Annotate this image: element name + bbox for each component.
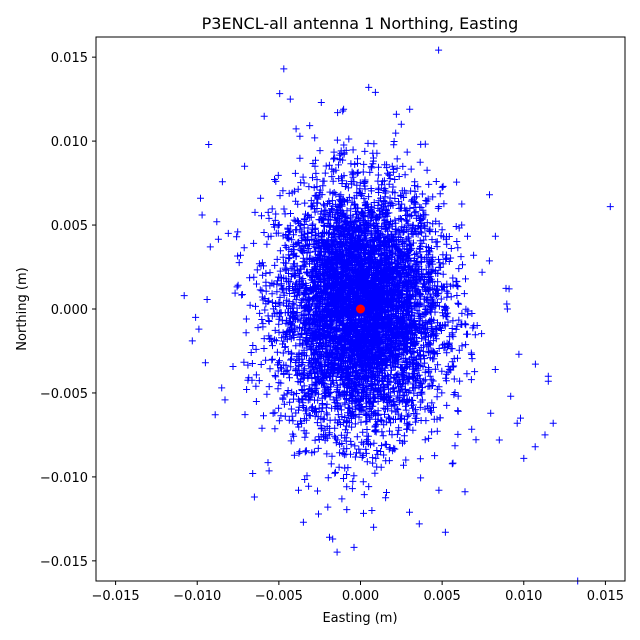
center-point-group xyxy=(356,304,365,314)
x-tick-label: 0.010 xyxy=(505,589,542,604)
scatter-points xyxy=(180,46,614,585)
x-tick-label: −0.005 xyxy=(255,589,303,604)
x-tick-label: 0.000 xyxy=(342,589,379,604)
y-axis-ticks: −0.015 −0.010 −0.005 0.000 0.005 0.010 0.015 xyxy=(40,51,96,570)
y-tick-label: 0.000 xyxy=(51,303,88,318)
x-axis-label: Easting (m) xyxy=(322,611,397,626)
red-center-marker xyxy=(356,304,365,314)
x-tick-label: 0.015 xyxy=(587,589,624,604)
y-tick-label: 0.010 xyxy=(51,135,88,150)
y-tick-label: −0.010 xyxy=(40,471,88,486)
y-tick-label: −0.015 xyxy=(40,555,88,570)
y-tick-label: 0.005 xyxy=(51,219,88,234)
y-axis-label: Northing (m) xyxy=(15,267,30,350)
x-tick-label: 0.005 xyxy=(424,589,461,604)
x-tick-label: −0.010 xyxy=(173,589,221,604)
y-tick-label: 0.015 xyxy=(51,51,88,66)
chart-title: P3ENCL-all antenna 1 Northing, Easting xyxy=(202,14,519,33)
x-tick-label: −0.015 xyxy=(92,589,140,604)
y-tick-label: −0.005 xyxy=(40,387,88,402)
blue-plus-markers xyxy=(180,46,614,585)
x-axis-ticks: −0.015 −0.010 −0.005 0.000 0.005 0.010 0.015 xyxy=(92,581,624,604)
